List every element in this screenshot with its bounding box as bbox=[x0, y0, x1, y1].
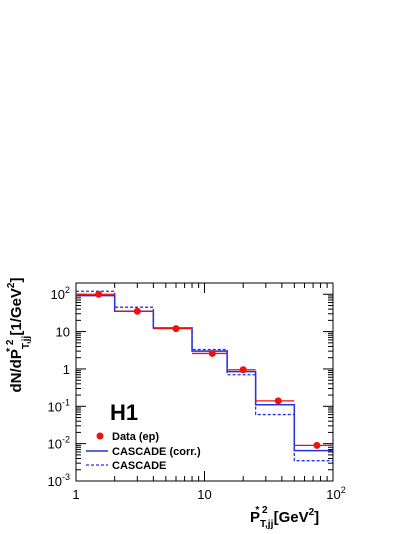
axis-tick-labels: 1 10 102 10-3 10-2 10-1 1 10 102 bbox=[48, 285, 346, 502]
legend-label-cascade: CASCADE bbox=[112, 460, 166, 472]
x-axis-title-unit-open: [GeV bbox=[274, 509, 309, 526]
series-layer bbox=[76, 290, 333, 462]
y-axis-title-prefix: dN/dP bbox=[8, 349, 25, 392]
svg-text:dN/dPT,jj* 2[1/GeV2]: dN/dPT,jj * 2 [1/GeV2] bbox=[5, 277, 32, 392]
y-axis-title: dN/dPT,jj * 2 [1/GeV2] bbox=[5, 277, 32, 392]
x-axis-title: PT,jj * 2 [GeV2] bbox=[250, 505, 319, 529]
data-point bbox=[172, 325, 180, 333]
y-tick-label: 102 bbox=[51, 285, 70, 302]
y-axis-title-unit-open: [1/GeV bbox=[8, 288, 25, 336]
x-tick-label: 102 bbox=[326, 485, 345, 502]
y-tick-label: 10-3 bbox=[48, 472, 70, 489]
data-point bbox=[274, 397, 282, 405]
x-axis-title-sub: T,jj bbox=[260, 519, 274, 529]
axis-ticks bbox=[75, 282, 334, 482]
y-tick-label: 10 bbox=[56, 325, 70, 340]
x-tick-label: 10 bbox=[197, 487, 211, 502]
data-point bbox=[208, 349, 216, 357]
x-axis-title-unit-sup: 2 bbox=[309, 507, 315, 518]
data-point bbox=[95, 290, 103, 298]
legend-marker-data bbox=[96, 432, 104, 440]
data-point bbox=[239, 366, 247, 374]
y-axis-title-unit-sup: 2 bbox=[6, 282, 17, 288]
y-axis-title-unit-close: ] bbox=[8, 277, 25, 282]
legend: Data (ep) CASCADE (corr.) CASCADE bbox=[86, 431, 201, 472]
legend-label-data: Data (ep) bbox=[112, 431, 159, 443]
y-axis-title-sup: * 2 bbox=[5, 339, 16, 352]
data-point bbox=[313, 441, 321, 449]
data-point bbox=[133, 307, 141, 315]
cascade-corr-step-line bbox=[76, 294, 333, 452]
y-tick-label: 10-2 bbox=[48, 435, 70, 452]
legend-label-cascade-corr: CASCADE (corr.) bbox=[112, 446, 201, 458]
y-tick-label: 10-1 bbox=[48, 397, 70, 414]
x-axis-title-unit-close: ] bbox=[314, 509, 319, 526]
cascade-step-line bbox=[76, 290, 333, 462]
x-axis-title-main: P bbox=[250, 509, 260, 526]
y-axis-title-sub: T,jj bbox=[21, 336, 32, 350]
y-tick-label: 1 bbox=[63, 362, 70, 377]
x-tick-label: 1 bbox=[72, 487, 79, 502]
x-axis-title-sup: * 2 bbox=[255, 505, 268, 516]
experiment-label: H1 bbox=[110, 400, 138, 425]
